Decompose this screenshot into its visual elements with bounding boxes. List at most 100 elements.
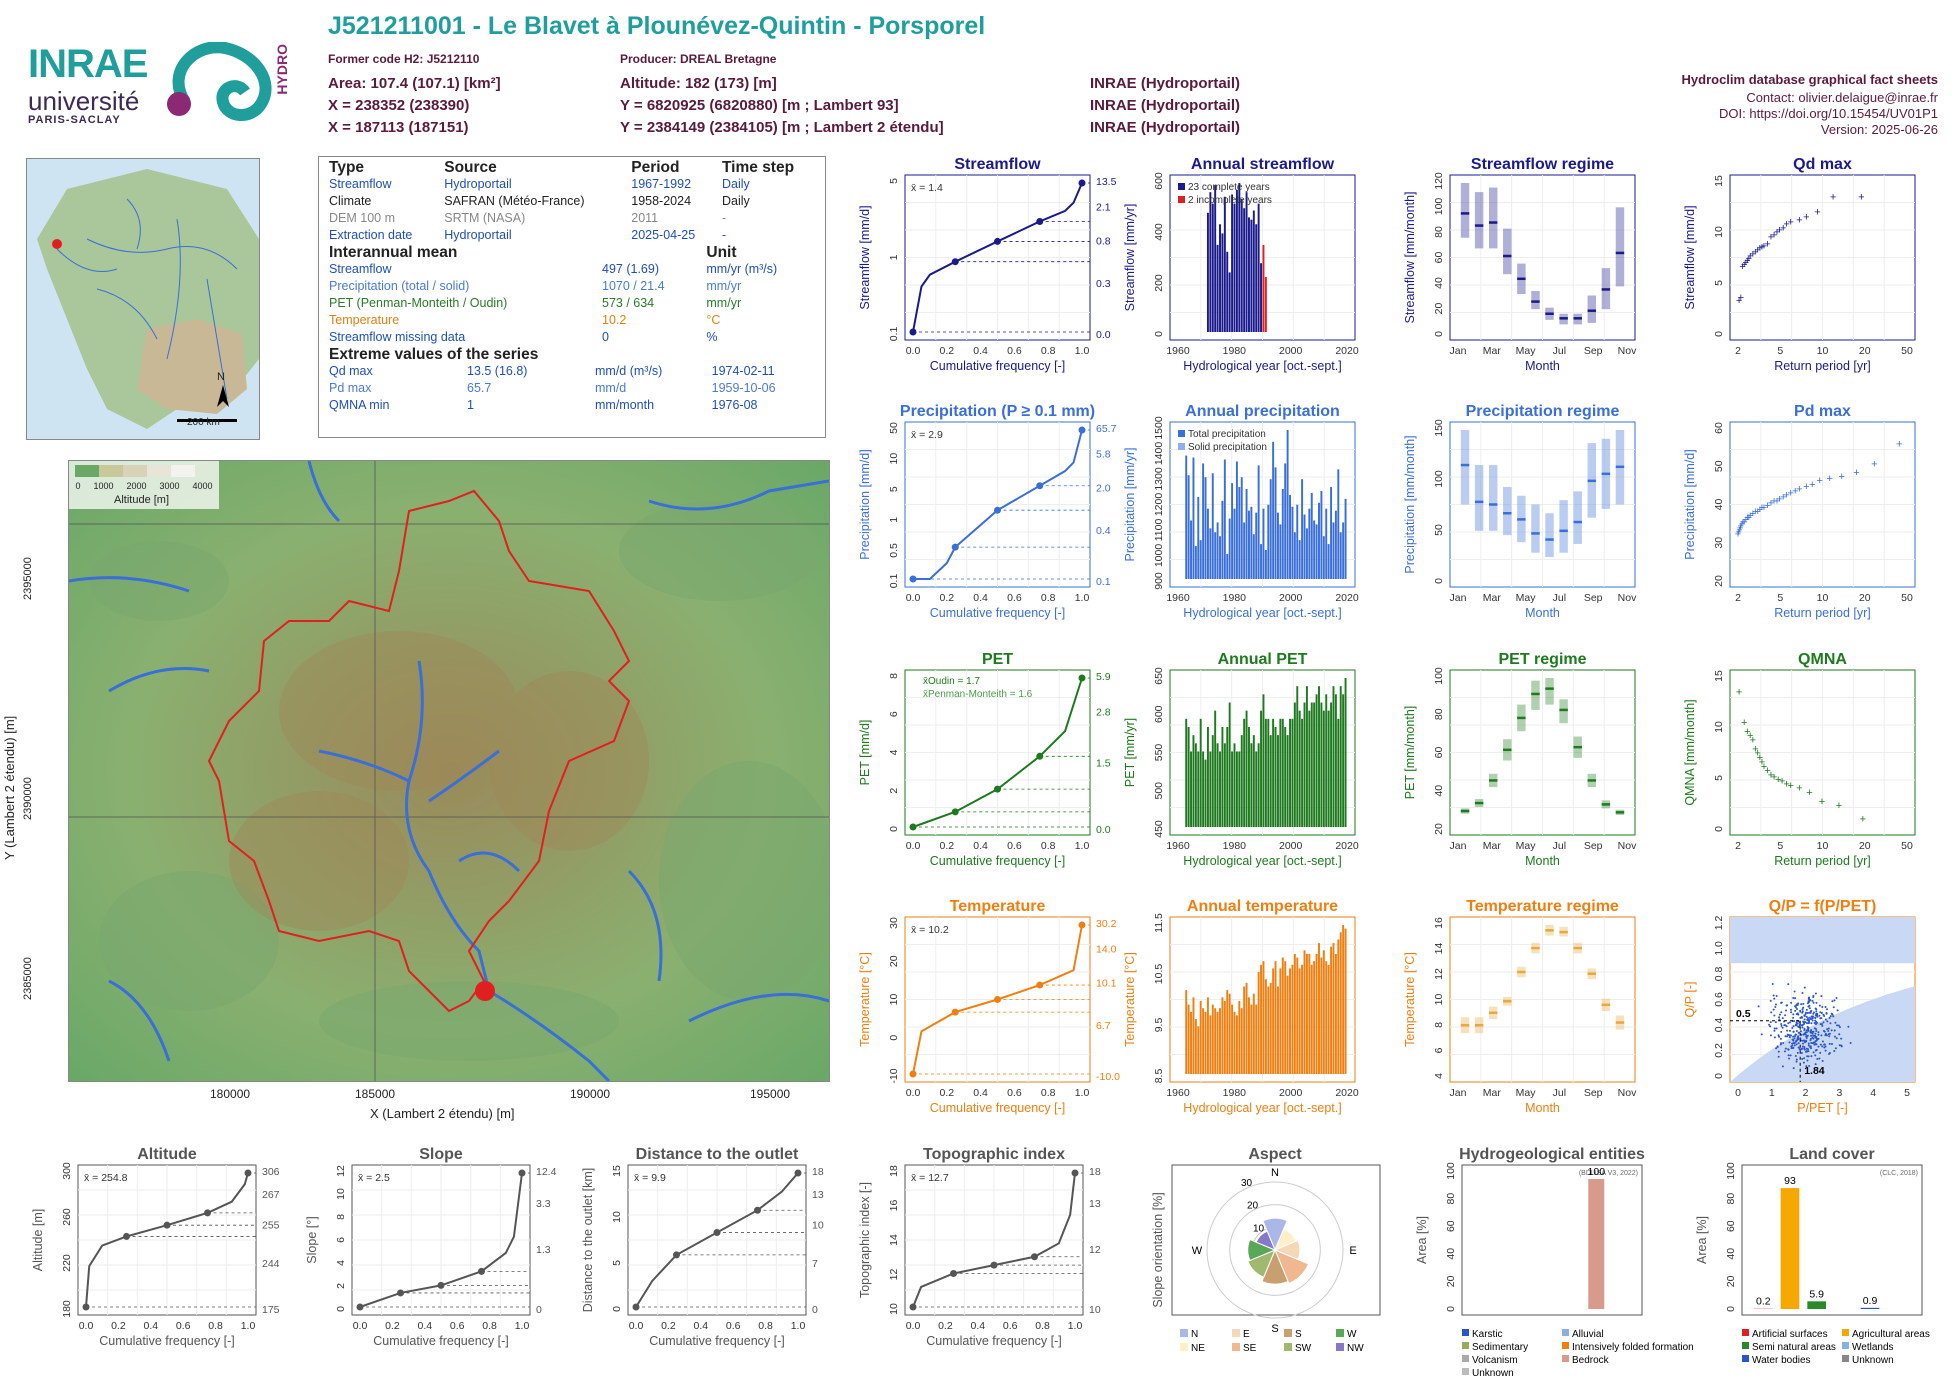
- scatter-point: +: [1775, 774, 1781, 786]
- scatter-point: +: [1803, 481, 1809, 493]
- bar: [1206, 212, 1209, 332]
- y-tick-label: 200: [1153, 274, 1165, 292]
- doi-link[interactable]: DOI: https://doi.org/10.15454/UV01P1: [1719, 106, 1938, 121]
- scatter-point: [1795, 1030, 1798, 1033]
- head-period: Period: [631, 159, 680, 176]
- y-tick-label: 50: [888, 422, 900, 434]
- x-tick-label: 0.8: [1041, 345, 1056, 357]
- cell: 1070 / 21.4: [602, 279, 665, 293]
- bar: [1260, 263, 1263, 332]
- scatter-point: [1797, 1002, 1800, 1005]
- scatter-point: [1807, 1048, 1810, 1051]
- y-tick-label: 450: [1153, 820, 1165, 838]
- chart-title: Annual streamflow: [1191, 156, 1335, 173]
- bar: [1240, 477, 1243, 579]
- regime-band: [1503, 228, 1512, 275]
- right-tick-label: 0.3: [1096, 278, 1111, 290]
- x-tick-label: 0.0: [353, 1320, 368, 1332]
- y-tick-label: 80: [1725, 1193, 1737, 1205]
- scatter-point: +: [1787, 780, 1793, 792]
- cell: 1958-2024: [631, 194, 692, 208]
- scatter-point: +: [1737, 522, 1743, 534]
- chart-title: Topographic index: [923, 1146, 1065, 1163]
- bar: [1228, 993, 1231, 1074]
- right-tick-label: 13.5: [1096, 176, 1117, 188]
- scatter-point: [1777, 1050, 1780, 1053]
- y-tick-label: 50: [1713, 460, 1725, 472]
- right-tick-label: 244: [262, 1258, 280, 1270]
- bar: [1194, 1019, 1197, 1074]
- scatter-point: [1788, 1057, 1791, 1060]
- y-tick-label: 0: [1713, 826, 1725, 832]
- bar: [1305, 686, 1308, 827]
- scatter-point: [1799, 1010, 1802, 1013]
- scatter-point: [1804, 1013, 1807, 1016]
- scatter-point: +: [1768, 770, 1774, 782]
- y-tick-label: 8: [1433, 1022, 1445, 1028]
- x-tick-label: 0.6: [1007, 345, 1022, 357]
- chart-title: Temperature regime: [1466, 898, 1619, 915]
- bar: [1276, 986, 1279, 1074]
- scatter-point: [1787, 1022, 1790, 1025]
- legend-swatch: [1232, 1329, 1240, 1337]
- scatter-point: [1775, 1047, 1778, 1050]
- bar: [1325, 961, 1328, 1074]
- x-tick-label: 1.0: [1075, 592, 1090, 604]
- x-tick-label: May: [1516, 840, 1537, 852]
- cell: Streamflow missing data: [329, 330, 466, 344]
- series-line: [912, 1172, 1076, 1308]
- info-row-streamflow: Streamflow Hydroportail 1967-1992 Daily: [325, 176, 819, 193]
- legend-entry: SE: [1243, 1343, 1257, 1354]
- bar-value-label: 0.9: [1863, 1295, 1878, 1307]
- chart-title: PET regime: [1498, 651, 1586, 668]
- scatter-point: [1790, 1047, 1793, 1050]
- y-tick-label: 12: [335, 1165, 347, 1177]
- bar: [1245, 192, 1248, 332]
- bar: [1211, 203, 1214, 332]
- bar: [1223, 459, 1226, 579]
- legend-entry: Alluvial: [1572, 1329, 1604, 1340]
- scatter-point: [1801, 1016, 1804, 1019]
- legend-entry: Total precipitation: [1188, 429, 1266, 440]
- bar: [1310, 702, 1313, 827]
- right-tick-label: 0.4: [1096, 525, 1111, 537]
- x-tick-label: 0.6: [726, 1320, 741, 1332]
- bar: [1235, 461, 1238, 579]
- bar: [1264, 276, 1267, 332]
- bar: [1337, 718, 1340, 827]
- bar: [1252, 993, 1255, 1074]
- scatter-point: +: [1759, 242, 1765, 254]
- scatter-point: [1809, 1046, 1812, 1049]
- bar: [1293, 953, 1296, 1074]
- legend-entry: Semi natural areas: [1752, 1342, 1836, 1353]
- bar: [1238, 487, 1241, 579]
- bar: [1327, 544, 1330, 579]
- y-tick-label: 12: [888, 1269, 900, 1281]
- x-tick-label: 2000: [1279, 592, 1303, 604]
- cell: %: [706, 330, 718, 344]
- right-tick-label: 2.1: [1096, 201, 1111, 213]
- x-tick-label: Mar: [1483, 345, 1502, 357]
- bar: [1262, 694, 1265, 827]
- scatter-point: [1780, 1011, 1783, 1014]
- bar: [1303, 702, 1306, 827]
- x-tick-label: 2000: [1279, 345, 1303, 357]
- scatter-point: +: [1896, 439, 1902, 451]
- y-tick-label: 0: [1713, 1073, 1725, 1079]
- scatter-point: [1789, 1054, 1792, 1057]
- scatter-point: [1768, 1023, 1771, 1026]
- x-tick-label: 0.6: [1007, 592, 1022, 604]
- extreme-qd: Qd max 13.5 (16.8) mm/d (m³/s) 1974-02-11: [325, 363, 819, 380]
- scatter-point: +: [1764, 500, 1770, 512]
- scatter-point: [1797, 1037, 1800, 1040]
- scatter-point: [1815, 1029, 1818, 1032]
- bar: [1315, 694, 1318, 827]
- bar: [1216, 244, 1219, 332]
- scatter-point: [1825, 1011, 1828, 1014]
- y-axis-label: Precipitation [mm/d]: [1683, 449, 1697, 559]
- legend-swatch: [1742, 1329, 1749, 1336]
- interannual-pet: PET (Penman-Monteith / Oudin) 573 / 634 mm…: [325, 295, 819, 312]
- scatter-point: [1793, 1044, 1796, 1047]
- y-tick-label: 20: [1433, 303, 1445, 315]
